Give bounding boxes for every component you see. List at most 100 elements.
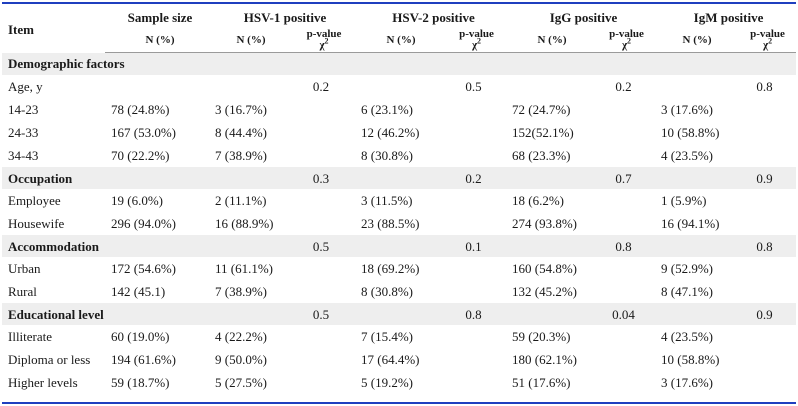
hsv1-cell: 16 (88.9%) [215, 216, 274, 231]
empty-cell [733, 98, 796, 121]
empty-cell [287, 189, 355, 212]
section-title: Age, y [8, 79, 43, 94]
section-row: Demographic factors [2, 52, 797, 75]
empty-cell [733, 348, 796, 371]
p-value-cell [287, 52, 355, 75]
p-value-cell: 0.9 [733, 303, 797, 325]
empty-cell [287, 98, 355, 121]
header-item: Item [8, 21, 34, 37]
empty-cell [441, 144, 506, 167]
empty-cell [592, 348, 655, 371]
empty-cell [105, 75, 209, 98]
empty-cell [105, 167, 209, 189]
empty-cell [441, 325, 506, 348]
empty-cell [105, 303, 209, 325]
section-row: Occupation 0.3 0.2 0.7 0.9 [2, 167, 797, 189]
hsv1-cell: 2 (11.1%) [215, 193, 267, 208]
p-value-cell: 0.3 [287, 167, 355, 189]
empty-cell [441, 189, 506, 212]
p-value-cell: 0.5 [287, 235, 355, 257]
subheader-n-pct: N (%) [105, 28, 209, 53]
igm-cell: 4 (23.5%) [661, 329, 714, 344]
p-value-cell: 0.5 [465, 79, 482, 94]
top-rule [2, 2, 796, 4]
p-value-cell: 0.8 [733, 235, 797, 257]
sample-size-cell: 172 (54.6%) [111, 261, 176, 276]
subheader-pvalue: p-value χ2 [441, 28, 506, 53]
empty-cell [733, 121, 796, 144]
p-value-cell: 0.04 [592, 303, 656, 325]
sample-size-cell: 167 (53.0%) [111, 125, 176, 140]
hsv2-cell: 8 (30.8%) [361, 148, 413, 163]
empty-cell [506, 303, 592, 325]
empty-cell [209, 75, 287, 98]
empty-cell [592, 280, 655, 303]
igg-cell: 180 (62.1%) [512, 352, 577, 367]
empty-cell [655, 167, 734, 189]
row-label: 34-43 [8, 148, 39, 163]
empty-cell [441, 371, 506, 394]
empty-cell [592, 98, 655, 121]
hsv2-cell: 3 (11.5%) [361, 193, 413, 208]
results-table: Item Sample size HSV-1 positive HSV-2 po… [2, 6, 797, 394]
header-hsv1: HSV-1 positive [243, 9, 327, 25]
empty-cell [506, 52, 592, 75]
empty-cell [287, 280, 355, 303]
igg-cell: 274 (93.8%) [512, 216, 577, 231]
empty-cell [592, 144, 655, 167]
empty-cell [441, 257, 506, 280]
subheader-pvalue: p-value χ2 [287, 28, 355, 53]
table-row: Diploma or less 194 (61.6%) 9 (50.0%) 17 (6… [2, 348, 796, 371]
empty-cell [655, 303, 734, 325]
p-value-cell: 0.1 [441, 235, 506, 257]
p-value-cell: 0.8 [441, 303, 506, 325]
hsv2-cell: 23 (88.5%) [361, 216, 420, 231]
row-label: Employee [8, 193, 61, 208]
table-row: Illiterate 60 (19.0%) 4 (22.2%) 7 (15.4%) 59… [2, 325, 796, 348]
row-label: Illiterate [8, 329, 53, 344]
sample-size-cell: 194 (61.6%) [111, 352, 176, 367]
hsv2-cell: 8 (30.8%) [361, 284, 413, 299]
igm-cell: 1 (5.9%) [661, 193, 707, 208]
header-igg: IgG positive [549, 9, 618, 25]
header-hsv2: HSV-2 positive [392, 9, 475, 25]
hsv2-cell: 6 (23.1%) [361, 102, 413, 117]
table-row: 24-33 167 (53.0%) 8 (44.4%) 12 (46.2%) 152(5… [2, 121, 796, 144]
empty-cell [287, 348, 355, 371]
section-title: Demographic factors [2, 52, 125, 75]
igm-cell: 10 (58.8%) [661, 352, 720, 367]
empty-cell [655, 75, 733, 98]
empty-cell [733, 144, 796, 167]
empty-cell [209, 235, 287, 257]
hsv2-cell: 18 (69.2%) [361, 261, 420, 276]
empty-cell [441, 348, 506, 371]
sample-size-cell: 60 (19.0%) [111, 329, 170, 344]
hsv1-cell: 4 (22.2%) [215, 329, 267, 344]
p-value-cell: 0.7 [592, 167, 656, 189]
empty-cell [209, 52, 287, 75]
p-value-cell: 0.5 [287, 303, 355, 325]
section-title: Accommodation [2, 235, 105, 257]
hsv1-cell: 3 (16.7%) [215, 102, 267, 117]
igg-cell: 160 (54.8%) [512, 261, 577, 276]
header-igm: IgM positive [693, 9, 764, 25]
empty-cell [592, 121, 655, 144]
sample-size-cell: 142 (45.1) [111, 284, 166, 299]
empty-cell [506, 167, 592, 189]
subheader-n-pct: N (%) [655, 28, 734, 53]
p-value-cell: 0.9 [733, 167, 797, 189]
igm-cell: 16 (94.1%) [661, 216, 720, 231]
sample-size-cell: 59 (18.7%) [111, 375, 170, 390]
igg-cell: 59 (20.3%) [512, 329, 571, 344]
empty-cell [287, 371, 355, 394]
p-value-cell: 0.8 [592, 235, 656, 257]
hsv1-cell: 7 (38.9%) [215, 284, 267, 299]
hsv1-cell: 11 (61.1%) [215, 261, 274, 276]
subheader-n-pct: N (%) [209, 28, 287, 53]
hsv2-cell: 5 (19.2%) [361, 375, 413, 390]
hsv1-cell: 5 (27.5%) [215, 375, 267, 390]
section-title: Occupation [2, 167, 105, 189]
table-row: Higher levels 59 (18.7%) 5 (27.5%) 5 (19.2%… [2, 371, 796, 394]
empty-cell [355, 303, 441, 325]
igg-cell: 18 (6.2%) [512, 193, 564, 208]
